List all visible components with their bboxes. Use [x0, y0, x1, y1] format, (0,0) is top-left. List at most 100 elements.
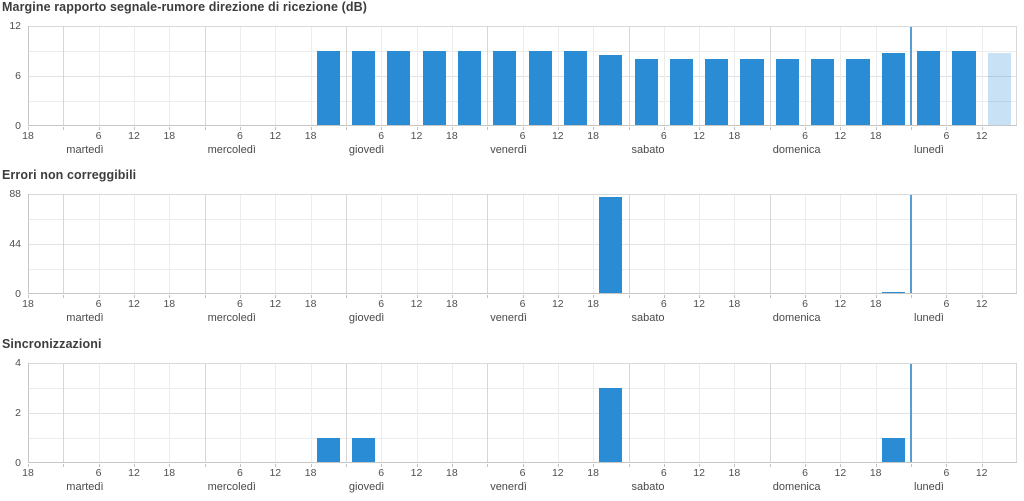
x-tick-label: 18 — [587, 130, 599, 142]
v-gridline — [805, 363, 807, 463]
v-gridline — [169, 194, 171, 294]
v-gridline — [981, 363, 983, 463]
tick-mark — [911, 464, 912, 467]
bar-venerdì-18-24 — [599, 55, 623, 126]
x-tick-label: 18 — [869, 130, 882, 142]
tick-mark — [699, 127, 701, 130]
v-gridline — [875, 363, 877, 463]
tick-mark — [28, 127, 29, 130]
x-tick-label: 18 — [587, 298, 599, 310]
v-gridline — [98, 363, 100, 463]
x-tick-label: 6 — [236, 130, 243, 142]
x-tick-label: 12 — [834, 298, 847, 310]
tick-mark — [769, 295, 771, 298]
bar-venerdì-6-12 — [528, 51, 552, 126]
plot-border-top — [28, 26, 1017, 27]
tick-mark — [946, 295, 948, 298]
day-boundary-gridline — [487, 26, 489, 126]
v-gridline — [239, 363, 241, 463]
x-tick-label: 18 — [163, 298, 176, 310]
v-gridline — [981, 26, 983, 126]
x-tick-label: 6 — [802, 298, 809, 310]
tick-mark — [769, 464, 771, 467]
day-label: venerdì — [490, 144, 527, 156]
day-label: martedì — [66, 144, 104, 156]
x-tick-label: 12 — [975, 130, 988, 142]
day-label: lunedì — [914, 481, 944, 493]
v-gridline — [134, 26, 135, 126]
tick-mark — [275, 464, 277, 467]
tick-mark — [981, 295, 983, 298]
bar-domenica-6-12 — [811, 59, 835, 126]
tick-mark — [63, 127, 65, 130]
tick-mark — [522, 127, 524, 130]
x-tick-label: 6 — [660, 298, 667, 310]
tick-mark — [593, 464, 595, 467]
y-tick-label: 12 — [9, 20, 21, 32]
tick-mark — [522, 295, 524, 298]
v-gridline — [310, 26, 312, 126]
day-label: mercoledì — [207, 144, 256, 156]
x-tick-label: 18 — [304, 130, 317, 142]
day-label: giovedì — [348, 144, 385, 156]
x-axis-line — [28, 125, 1017, 126]
chart-plot — [28, 26, 1017, 130]
x-tick-label: 12 — [975, 467, 988, 479]
v-gridline — [416, 26, 418, 126]
bar-sabato-6-12 — [669, 59, 694, 126]
v-gridline — [134, 194, 135, 294]
day-boundary-gridline — [769, 26, 771, 126]
tick-mark — [875, 295, 877, 298]
v-gridline — [981, 194, 983, 294]
day-label: lunedì — [914, 312, 944, 324]
x-tick-label: 18 — [728, 298, 741, 310]
v-gridline — [451, 194, 453, 294]
v-gridline — [875, 194, 877, 294]
v-gridline — [734, 194, 736, 294]
tick-mark — [169, 295, 171, 298]
v-gridline — [239, 26, 241, 126]
tick-mark — [557, 464, 559, 467]
tick-mark — [805, 464, 807, 467]
plot-border-right — [1016, 26, 1017, 126]
tick-mark — [911, 127, 912, 130]
x-tick-label: 6 — [95, 298, 102, 310]
x-tick-label: 6 — [519, 130, 526, 142]
x-tick-label: 6 — [802, 130, 809, 142]
tick-mark — [239, 295, 241, 298]
v-gridline — [593, 26, 595, 126]
tick-mark — [699, 295, 701, 298]
tick-mark — [169, 464, 171, 467]
v-gridline — [557, 194, 559, 294]
chart-plot — [28, 194, 1017, 298]
bar-sabato-18-24 — [740, 59, 764, 126]
v-gridline — [946, 194, 948, 294]
v-gridline — [451, 363, 453, 463]
chart-plot — [28, 363, 1017, 467]
tick-mark — [522, 464, 524, 467]
v-gridline — [946, 363, 948, 463]
x-tick-label: 18 — [728, 467, 741, 479]
chart-snr-margin-receive: Margine rapporto segnale-rumore direzion… — [0, 0, 1024, 168]
v-gridline — [451, 26, 453, 126]
tick-mark — [663, 464, 665, 467]
plot-border-top — [28, 194, 1017, 195]
tick-mark — [663, 295, 665, 298]
current-day-marker-line — [910, 363, 912, 463]
x-tick-label: 18 — [869, 298, 882, 310]
x-tick-label: 6 — [943, 298, 950, 310]
tick-mark — [981, 464, 983, 467]
tick-mark — [98, 127, 100, 130]
bar-domenica-18-24 — [881, 291, 905, 294]
x-tick-label: 18 — [728, 130, 741, 142]
day-boundary-gridline — [628, 26, 630, 126]
day-boundary-gridline — [628, 194, 630, 294]
day-boundary-gridline — [345, 194, 347, 294]
v-gridline — [98, 194, 100, 294]
tick-mark — [134, 127, 135, 130]
day-label: mercoledì — [207, 312, 256, 324]
tick-mark — [239, 127, 241, 130]
day-boundary-gridline — [345, 26, 347, 126]
tick-mark — [699, 464, 701, 467]
tick-mark — [451, 464, 453, 467]
